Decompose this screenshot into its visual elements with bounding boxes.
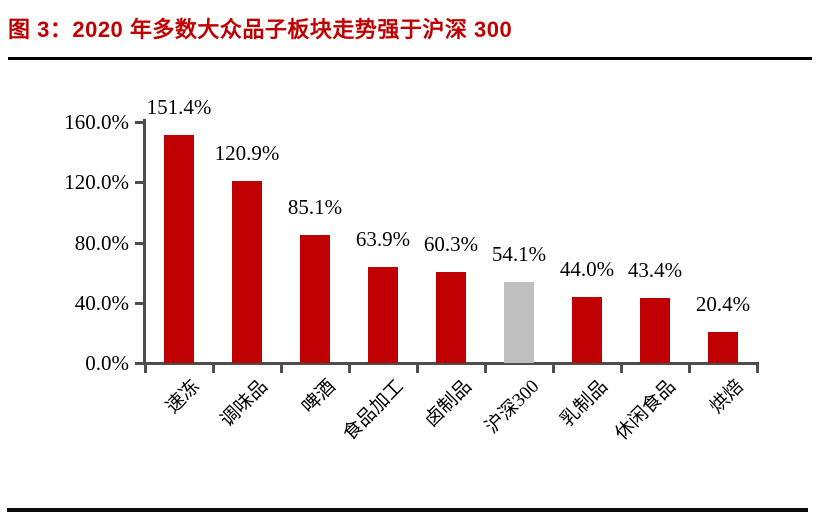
x-tick	[688, 364, 691, 373]
bar	[572, 297, 602, 363]
data-label: 54.1%	[491, 242, 547, 266]
bar	[164, 135, 194, 363]
y-tick-label: 80.0%	[74, 230, 129, 255]
x-tick	[620, 364, 623, 373]
benchmark-bar	[504, 282, 534, 363]
bar	[300, 235, 330, 363]
y-tick	[135, 301, 144, 305]
y-tick	[135, 362, 144, 365]
y-tick-label: 160.0%	[64, 110, 129, 134]
data-label: 43.4%	[627, 258, 683, 282]
bar	[368, 267, 398, 363]
data-label: 60.3%	[423, 232, 479, 256]
x-tick	[756, 364, 759, 373]
category-label: 食品加工	[339, 376, 408, 445]
bar	[708, 332, 738, 363]
x-tick	[552, 364, 555, 373]
y-tick-label: 40.0%	[74, 290, 129, 315]
y-tick	[135, 181, 144, 185]
bar	[436, 272, 466, 363]
category-label: 调味品	[216, 376, 272, 432]
data-label: 120.9%	[214, 141, 280, 165]
y-tick	[135, 121, 144, 124]
category-label: 休闲食品	[611, 376, 680, 445]
category-label: 速冻	[162, 376, 204, 418]
x-axis-line	[143, 362, 759, 365]
bar	[232, 181, 262, 363]
x-tick	[416, 364, 419, 373]
category-label: 乳制品	[556, 376, 612, 432]
data-label: 44.0%	[559, 257, 615, 281]
category-label: 烘焙	[706, 376, 748, 418]
x-tick	[348, 364, 351, 373]
figure-title: 图 3：2020 年多数大众品子板块走势强于沪深 300	[8, 17, 513, 42]
category-label: 啤酒	[298, 376, 340, 418]
data-label: 85.1%	[287, 195, 343, 219]
title-underline	[8, 57, 812, 60]
y-tick	[135, 241, 144, 245]
data-label: 20.4%	[695, 292, 751, 316]
x-tick	[144, 364, 147, 373]
bar	[640, 298, 670, 363]
data-label: 151.4%	[146, 95, 212, 119]
y-tick-label: 120.0%	[64, 170, 129, 195]
y-tick-label: 0.0%	[85, 351, 129, 375]
y-axis-line	[143, 119, 146, 364]
x-tick	[280, 364, 283, 373]
footer-rule	[7, 508, 808, 512]
x-tick	[484, 364, 487, 373]
bar-chart: 0.0% 40.0% 80.0% 120.0% 160.0% 151.4% 速冻 120.9%…	[0, 80, 824, 472]
category-label: 沪深300	[481, 376, 544, 438]
x-tick	[212, 364, 215, 373]
category-label: 卤制品	[420, 376, 476, 432]
data-label: 63.9%	[355, 227, 411, 251]
